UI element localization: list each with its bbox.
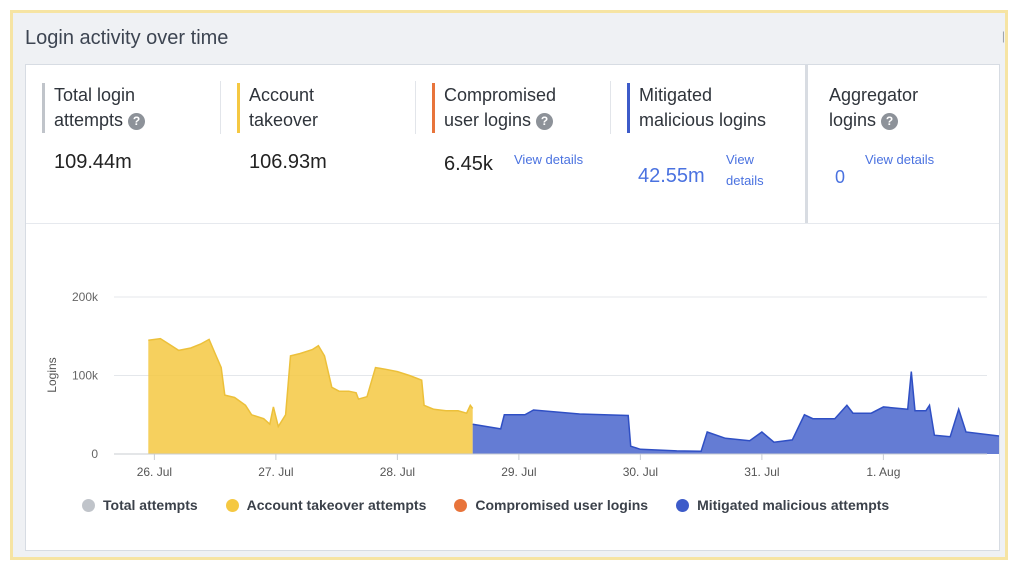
view-details-link[interactable]: View details xyxy=(514,152,584,167)
legend-label: Account takeover attempts xyxy=(246,497,427,513)
view-details-link[interactable]: View details xyxy=(726,149,764,191)
legend-item-account-takeover[interactable]: Account takeover attempts xyxy=(225,497,427,513)
stat-compromised-user-logins: Compromised user logins? 6.45k View deta… xyxy=(432,83,583,175)
legend-dot xyxy=(225,498,239,512)
legend-label: Mitigated malicious attempts xyxy=(697,497,890,513)
help-icon[interactable]: ? xyxy=(128,112,146,130)
aggregator-separator xyxy=(805,65,808,223)
y-axis-label: Logins xyxy=(45,357,59,392)
stat-aggregator-logins: Aggregator logins? 0 View details xyxy=(820,83,934,187)
panel-corner-mark: | xyxy=(1001,29,1005,43)
legend-dot xyxy=(82,498,95,512)
series-area xyxy=(148,338,473,454)
stat-divider xyxy=(220,81,221,134)
legend-dot xyxy=(676,498,690,512)
x-tick-label: 30. Jul xyxy=(623,465,658,479)
y-tick-label: 0 xyxy=(91,447,98,461)
stat-label-line2: attempts xyxy=(54,110,124,130)
x-tick-label: 28. Jul xyxy=(380,465,415,479)
chart-legend: Total attempts Account takeover attempts… xyxy=(82,497,889,513)
view-details-link[interactable]: View details xyxy=(865,152,935,167)
stat-account-takeover: Account takeover 106.93m xyxy=(237,83,327,173)
stat-label-line2: user logins xyxy=(444,110,532,130)
stat-label-line1: Mitigated xyxy=(639,85,713,105)
view-details-link-line1: View xyxy=(726,152,754,167)
stat-divider xyxy=(610,81,611,134)
stat-divider xyxy=(415,81,416,134)
stat-label-line2: logins xyxy=(829,110,877,130)
series-area xyxy=(472,371,999,454)
stat-label: Total login attempts? xyxy=(42,83,146,133)
x-tick-label: 1. Aug xyxy=(866,465,900,479)
legend-label: Total attempts xyxy=(103,497,198,513)
legend-dot xyxy=(454,498,468,512)
stat-label-line1: Total login xyxy=(54,85,136,105)
login-activity-chart: 0 100k 200k Logins 26. Jul 27. Jul 28. Jul 29. … xyxy=(45,290,999,479)
stats-row: Total login attempts? 109.44m Account ta… xyxy=(26,65,999,224)
legend-label: Compromised user logins xyxy=(475,497,649,513)
help-icon[interactable]: ? xyxy=(881,112,899,130)
series-line xyxy=(472,371,999,453)
stat-value: 0 xyxy=(835,167,846,187)
login-activity-card: Total login attempts? 109.44m Account ta… xyxy=(25,64,1000,551)
x-tick-label: 26. Jul xyxy=(137,465,172,479)
stat-value: 109.44m xyxy=(54,151,132,173)
legend-item-total-attempts[interactable]: Total attempts xyxy=(82,497,198,513)
stat-label-line2: takeover xyxy=(249,110,319,130)
x-tick-label: 31. Jul xyxy=(744,465,779,479)
legend-item-compromised-user-logins[interactable]: Compromised user logins xyxy=(454,497,648,513)
stat-label: Compromised user logins? xyxy=(432,83,556,133)
stat-value: 42.55m xyxy=(638,165,705,187)
stat-value: 6.45k xyxy=(444,153,493,175)
legend-item-mitigated-malicious-attempts[interactable]: Mitigated malicious attempts xyxy=(676,497,889,513)
panel-title: Login activity over time xyxy=(25,27,229,49)
stat-label: Aggregator logins? xyxy=(820,83,918,133)
stat-label: Mitigated malicious logins xyxy=(627,83,766,133)
stat-label-line1: Aggregator xyxy=(829,85,919,105)
x-tick-label: 27. Jul xyxy=(258,465,293,479)
stat-value: 106.93m xyxy=(249,151,327,173)
view-details-link-line2: details xyxy=(726,173,764,188)
stat-label-line1: Account xyxy=(249,85,315,105)
help-icon[interactable]: ? xyxy=(536,112,554,130)
stat-label-line2: malicious logins xyxy=(639,110,767,130)
login-activity-panel: Login activity over time | Total login a… xyxy=(10,10,1008,560)
y-tick-label: 200k xyxy=(72,290,99,304)
stat-mitigated-malicious-logins: Mitigated malicious logins 42.55m View de… xyxy=(627,83,766,188)
y-tick-label: 100k xyxy=(72,369,99,383)
stat-label-line1: Compromised xyxy=(444,85,557,105)
stat-label: Account takeover xyxy=(237,83,318,133)
stat-total-login-attempts: Total login attempts? 109.44m xyxy=(42,83,146,173)
series-line xyxy=(148,337,474,429)
x-tick-label: 29. Jul xyxy=(501,465,536,479)
